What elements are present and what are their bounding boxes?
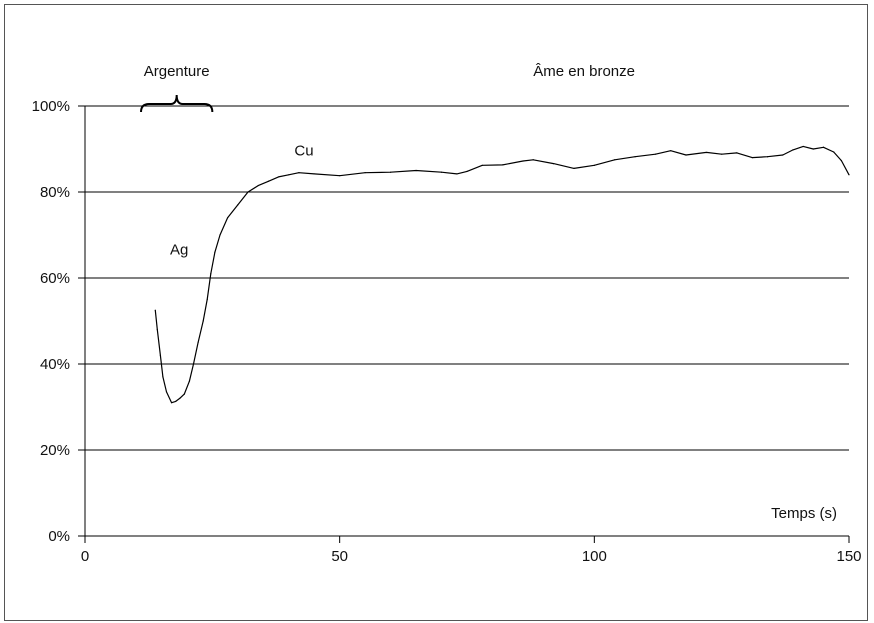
y-tick-label-40: 40% <box>40 356 70 373</box>
data-point-6 <box>175 400 177 403</box>
data-point-11 <box>197 341 199 344</box>
annotations: Temps (s) Argenture Âme en bronze Ag Cu <box>140 63 837 522</box>
grid-lines <box>85 105 849 451</box>
data-point-2 <box>159 354 161 356</box>
x-tick-label-50: 50 <box>331 548 348 565</box>
data-point-45 <box>705 151 707 154</box>
data-point-50 <box>782 154 784 156</box>
argenture-brace <box>140 94 214 113</box>
data-point-10 <box>192 363 195 365</box>
ame-en-bronze-label: Âme en bronze <box>533 63 635 80</box>
data-point-7 <box>179 397 181 399</box>
data-point-44 <box>685 154 687 156</box>
data-point-29 <box>415 169 417 172</box>
data-point-16 <box>219 234 221 236</box>
argenture-label: Argenture <box>144 63 210 80</box>
data-point-13 <box>206 298 208 301</box>
y-tick-labels: 0% 20% 40% 60% 80% 100% <box>32 98 70 545</box>
data-point-41 <box>634 156 636 158</box>
data-point-53 <box>812 148 814 150</box>
data-point-26 <box>339 175 341 177</box>
x-tick-label-0: 0 <box>81 548 89 565</box>
data-point-56 <box>840 160 842 162</box>
data-point-52 <box>802 145 804 148</box>
data-point-33 <box>481 164 483 166</box>
data-point-24 <box>298 172 300 174</box>
data-point-1 <box>156 329 158 331</box>
data-point-0 <box>154 309 156 311</box>
y-tick-label-0: 0% <box>48 528 70 545</box>
y-tick-label-60: 60% <box>40 270 70 287</box>
series-group <box>154 145 850 404</box>
data-point-5 <box>170 402 173 404</box>
data-point-43 <box>670 150 672 152</box>
y-tick-label-100: 100% <box>32 98 70 115</box>
data-point-37 <box>552 163 555 165</box>
ag-label: Ag <box>170 241 188 258</box>
data-point-14 <box>210 273 212 275</box>
data-point-55 <box>833 151 835 153</box>
data-point-9 <box>188 380 191 382</box>
data-point-25 <box>313 173 315 175</box>
data-point-18 <box>237 204 239 206</box>
axes <box>78 105 850 543</box>
data-point-38 <box>573 167 575 169</box>
chart-frame: 0% 20% 40% 60% 80% 100% 0 50 100 150 Temps (s) A… <box>4 4 868 621</box>
data-point-39 <box>593 164 595 166</box>
y-tick-label-20: 20% <box>40 442 70 459</box>
data-point-40 <box>614 159 616 161</box>
data-point-32 <box>466 170 468 172</box>
data-point-34 <box>502 164 504 166</box>
data-point-54 <box>822 146 825 148</box>
data-point-51 <box>792 149 794 151</box>
x-tick-label-100: 100 <box>582 548 607 565</box>
x-tick-label-150: 150 <box>836 548 861 565</box>
data-point-17 <box>227 217 229 219</box>
data-point-31 <box>456 173 458 175</box>
data-point-48 <box>751 157 753 159</box>
data-point-19 <box>247 191 249 193</box>
data-point-36 <box>532 159 534 161</box>
data-point-28 <box>390 171 392 173</box>
line-chart: 0% 20% 40% 60% 80% 100% 0 50 100 150 Temps (s) A… <box>32 63 862 565</box>
data-point-23 <box>288 174 290 176</box>
data-point-27 <box>364 172 366 174</box>
data-point-30 <box>440 171 443 173</box>
data-point-20 <box>257 184 259 187</box>
data-point-15 <box>214 251 216 253</box>
data-point-42 <box>654 153 657 155</box>
y-tick-label-80: 80% <box>40 184 70 201</box>
data-point-4 <box>165 391 168 393</box>
data-point-8 <box>183 393 185 395</box>
data-point-21 <box>267 180 269 182</box>
data-point-57 <box>848 174 850 176</box>
data-point-35 <box>522 160 524 162</box>
data-point-49 <box>766 156 769 158</box>
x-axis-label: Temps (s) <box>771 505 837 522</box>
data-point-3 <box>162 376 164 378</box>
cu-label: Cu <box>294 142 313 159</box>
data-point-47 <box>736 152 738 154</box>
x-tick-labels: 0 50 100 150 <box>81 548 862 565</box>
series-line-0 <box>154 145 850 404</box>
data-point-22 <box>277 176 280 178</box>
data-point-46 <box>721 153 723 155</box>
data-point-12 <box>202 320 204 322</box>
